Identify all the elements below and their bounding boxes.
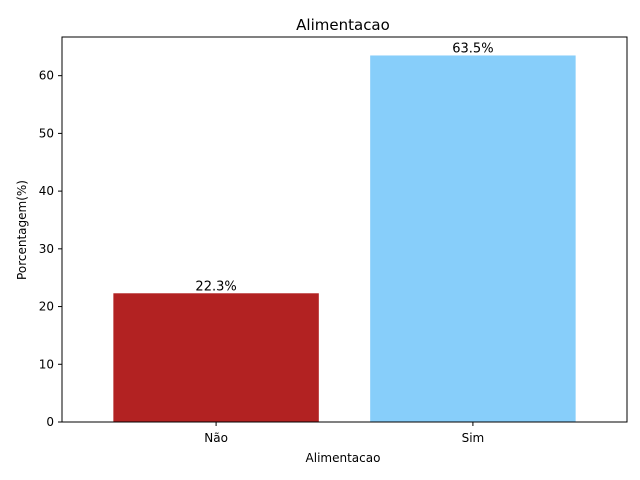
chart-title: Alimentacao <box>296 16 390 34</box>
x-axis-ticks: Não Sim <box>204 422 484 445</box>
y-tick-label-4: 40 <box>39 184 54 198</box>
y-tick-label-2: 20 <box>39 300 54 314</box>
data-labels-group: 22.3% 63.5% <box>195 41 493 294</box>
bar-0 <box>113 293 319 422</box>
plot-frame <box>61 36 628 423</box>
x-tick-label-0: Não <box>204 431 228 445</box>
x-tick-label-1: Sim <box>462 431 485 445</box>
y-tick-label-5: 50 <box>39 126 54 140</box>
bar-1 <box>370 55 576 422</box>
x-axis-label: Alimentacao <box>306 451 381 465</box>
y-tick-label-3: 30 <box>39 242 54 256</box>
bars-group <box>113 55 576 422</box>
bar-data-label-1: 63.5% <box>452 41 493 56</box>
y-axis-ticks: 0 10 20 30 40 50 60 <box>39 69 62 429</box>
y-axis-label: Porcentagem(%) <box>15 180 29 280</box>
y-tick-label-1: 10 <box>39 357 54 371</box>
y-tick-label-6: 60 <box>39 69 54 83</box>
y-tick-label-0: 0 <box>46 415 54 429</box>
bar-data-label-0: 22.3% <box>195 279 236 294</box>
